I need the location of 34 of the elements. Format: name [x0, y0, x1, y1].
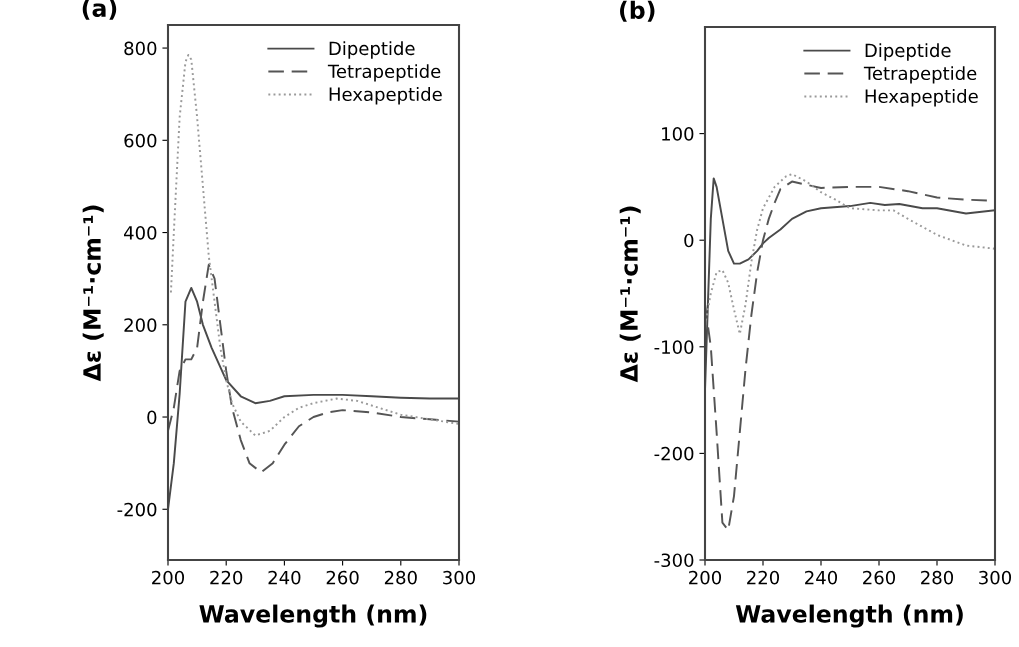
- y-tick-label: 600: [124, 133, 157, 148]
- y-tick-label: -100: [654, 340, 694, 354]
- x-tick-label: 280: [384, 570, 417, 585]
- legend-label: Tetrapeptide: [863, 66, 977, 84]
- y-tick-label: 100: [662, 127, 694, 141]
- x-tick-label: 240: [805, 570, 838, 585]
- x-tick-label: 280: [921, 570, 954, 585]
- x-tick-label: 300: [979, 570, 1012, 585]
- legend-label: Tetrapeptide: [327, 64, 441, 82]
- x-axis-title: Wavelength (nm): [199, 604, 427, 628]
- y-tick-label: -300: [654, 553, 694, 568]
- legend-label: Dipeptide: [329, 41, 415, 59]
- x-tick-label: 300: [443, 570, 476, 585]
- x-tick-label: 260: [326, 570, 359, 585]
- x-tick-label: 260: [863, 570, 896, 585]
- y-tick-label: -200: [117, 502, 157, 517]
- legend-label: Dipeptide: [865, 43, 951, 61]
- x-tick-label: 200: [689, 570, 722, 585]
- x-tick-label: 220: [747, 570, 780, 585]
- legend-label: Hexapeptide: [329, 87, 442, 105]
- y-tick-label: 0: [147, 410, 157, 425]
- y-tick-label: 200: [124, 318, 157, 332]
- y-tick-label: 400: [124, 226, 157, 240]
- x-tick-label: 220: [210, 570, 243, 585]
- y-tick-label: 0: [684, 233, 694, 248]
- y-tick-label: -200: [654, 446, 694, 461]
- chart-title: (b): [620, 0, 655, 22]
- legend-label: Hexapeptide: [865, 89, 978, 107]
- y-axis-title: Δε (M⁻¹·cm⁻¹): [82, 205, 104, 382]
- y-tick-label: 800: [124, 41, 157, 56]
- x-tick-label: 240: [268, 570, 301, 585]
- x-axis-title: Wavelength (nm): [735, 604, 963, 628]
- y-axis-title: Δε (M⁻¹·cm⁻¹): [619, 206, 641, 383]
- x-tick-label: 200: [152, 570, 185, 585]
